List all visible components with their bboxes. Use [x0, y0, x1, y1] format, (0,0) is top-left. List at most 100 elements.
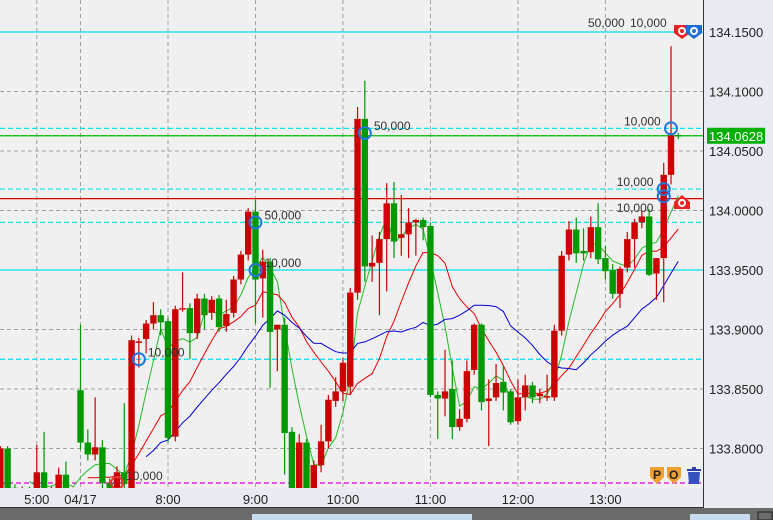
- time-tick-label: 9:00: [243, 492, 268, 507]
- candle: [128, 335, 135, 488]
- candle-body: [529, 385, 536, 398]
- candle: [434, 391, 441, 439]
- candle: [4, 446, 11, 488]
- candle-body: [441, 391, 449, 399]
- time-tick-label: 11:00: [415, 492, 447, 507]
- candle: [288, 427, 296, 488]
- p-button[interactable]: P: [650, 467, 664, 484]
- candle: [237, 250, 245, 285]
- position-circle-icon: [248, 263, 263, 277]
- candle: [208, 296, 215, 320]
- candle: [587, 216, 595, 259]
- position-circle-icon: [656, 182, 671, 197]
- position-marker[interactable]: 10,000: [617, 189, 671, 215]
- candle-body: [405, 222, 412, 235]
- candle: [609, 264, 616, 299]
- candle: [558, 250, 565, 336]
- position-size-label: 50,000: [374, 119, 411, 133]
- price-tick-label: 134.1500: [709, 25, 763, 40]
- candle-body: [281, 324, 288, 434]
- time-axis-panel: [0, 488, 703, 508]
- o-button[interactable]: O: [667, 467, 681, 484]
- candle-body: [288, 431, 296, 488]
- candle-body: [492, 383, 500, 398]
- current-price-label: 134.0628: [709, 129, 763, 144]
- candle-body: [616, 268, 624, 294]
- candle: [376, 231, 383, 316]
- candle: [0, 446, 4, 488]
- candle: [522, 374, 529, 411]
- candle: [390, 181, 398, 259]
- candle-body: [470, 324, 478, 370]
- candle-body: [77, 390, 84, 443]
- position-marker[interactable]: 50,000: [248, 208, 302, 230]
- candle: [419, 217, 427, 241]
- candle-body: [594, 227, 602, 260]
- order-flag-sell-mid[interactable]: [674, 195, 690, 209]
- candle: [325, 394, 332, 449]
- candle: [91, 397, 99, 461]
- position-size-label: 10,000: [148, 345, 185, 359]
- position-marker[interactable]: 10,000: [624, 114, 679, 136]
- position-marker[interactable]: 10,000: [617, 175, 671, 197]
- candle-body: [624, 239, 631, 268]
- candle: [317, 424, 325, 473]
- candle: [215, 294, 223, 332]
- price-tick-label: 133.8000: [709, 442, 763, 457]
- candle-body: [4, 448, 11, 488]
- price-tick-label: 133.8500: [709, 382, 763, 397]
- candle-body: [128, 340, 135, 488]
- candle-body: [573, 229, 580, 254]
- candle: [485, 379, 492, 447]
- candle: [84, 429, 92, 461]
- candle-body: [201, 298, 208, 316]
- candle-body: [368, 262, 376, 267]
- candle: [193, 293, 201, 340]
- candles: [0, 46, 682, 492]
- candle-body: [602, 258, 609, 272]
- horizontal-lines: [0, 31, 703, 484]
- candle: [266, 258, 274, 388]
- candle-body: [543, 396, 551, 398]
- candle: [230, 275, 237, 318]
- candle-body: [419, 220, 427, 228]
- candle-body: [347, 292, 354, 387]
- candle: [624, 231, 631, 273]
- time-tick-label: 04/17: [64, 492, 97, 507]
- candle-body: [376, 239, 383, 263]
- candle-body: [485, 398, 492, 401]
- price-tick-label: 133.9500: [709, 263, 763, 278]
- candle: [259, 249, 266, 318]
- candle: [164, 317, 172, 443]
- time-tick-label: 5:00: [24, 492, 49, 507]
- status-strip-fill: [252, 514, 472, 520]
- order-flag-buy-top[interactable]: [686, 25, 702, 39]
- position-marker[interactable]: 10,000: [131, 345, 185, 367]
- position-marker[interactable]: 50,000: [357, 119, 411, 141]
- position-marker[interactable]: 10,000: [248, 256, 302, 277]
- candle-body: [142, 323, 150, 340]
- trash-icon[interactable]: [687, 467, 701, 484]
- p-button-label: P: [653, 468, 661, 482]
- time-tick-label: 12:00: [502, 492, 535, 507]
- position-circle-icon: [248, 215, 263, 230]
- candle: [106, 478, 113, 488]
- candle-body: [259, 261, 266, 279]
- candle: [565, 221, 573, 261]
- status-strip-box[interactable]: [757, 511, 773, 520]
- position-size-label: 10,000: [617, 201, 654, 215]
- candle-body: [208, 299, 215, 313]
- moving-average-line: [145, 261, 679, 458]
- moving-average-line: [87, 228, 679, 479]
- candle-body: [412, 220, 420, 223]
- time-tick-label: 10:00: [327, 492, 360, 507]
- candle-body: [645, 216, 653, 275]
- plot-background: [0, 0, 703, 488]
- candle-body: [157, 315, 164, 323]
- candle: [296, 434, 303, 488]
- candle: [594, 203, 602, 265]
- moving-average-line: [29, 195, 679, 488]
- position-circle-icon: [131, 352, 146, 367]
- candle: [602, 246, 609, 280]
